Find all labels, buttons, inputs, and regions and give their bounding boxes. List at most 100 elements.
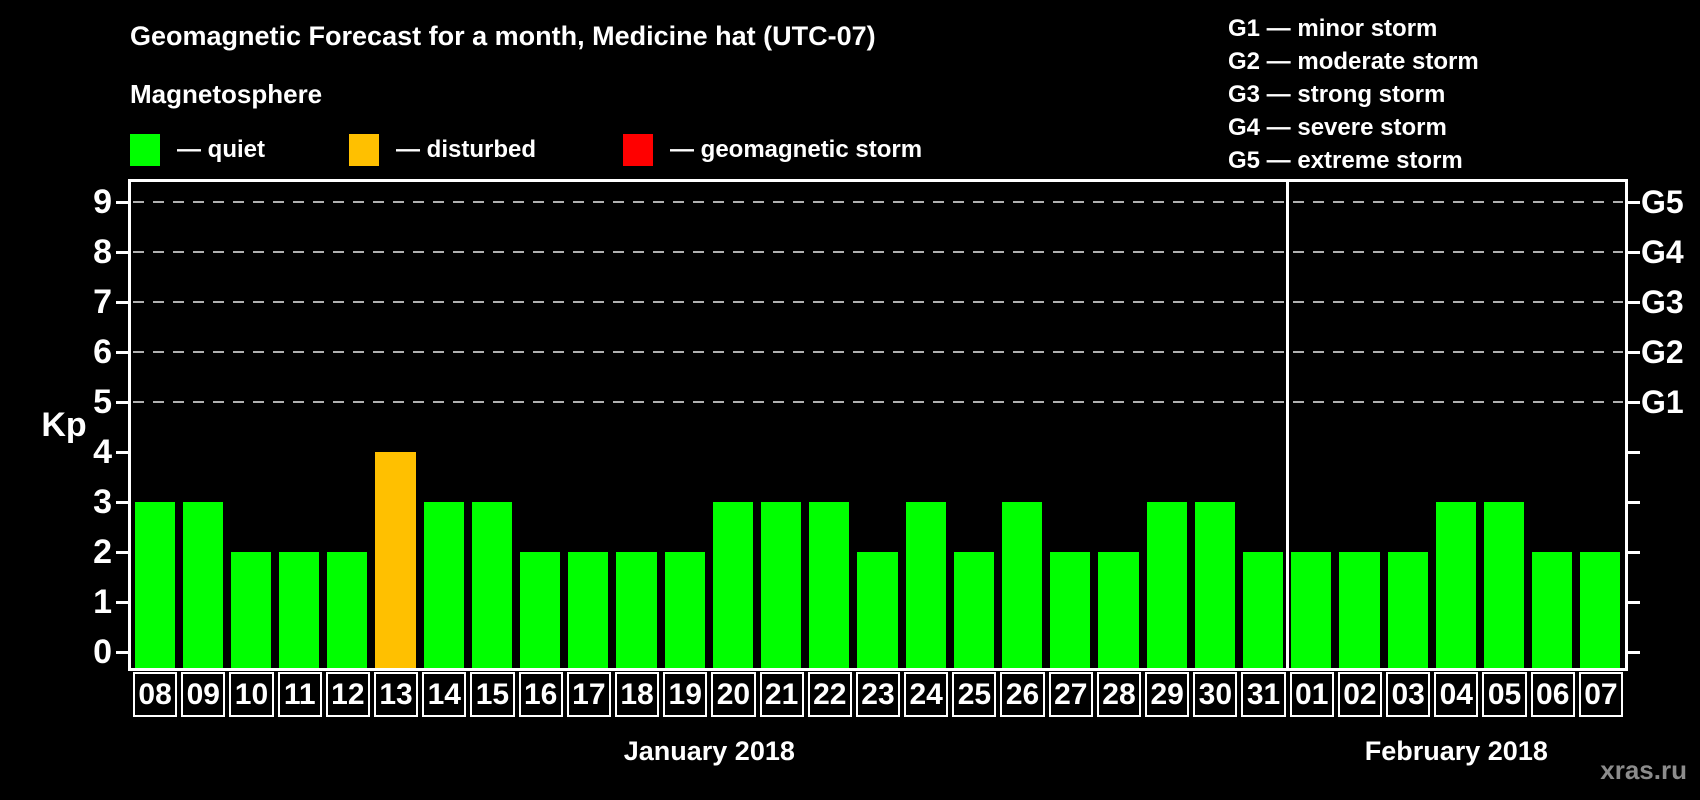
day-label: 12 xyxy=(325,672,370,717)
y-tick-right xyxy=(1628,401,1640,404)
y-tick xyxy=(116,551,128,554)
day-label: 23 xyxy=(855,672,901,717)
day-label: 03 xyxy=(1386,672,1431,717)
day-label: 09 xyxy=(181,672,226,717)
day-label: 08 xyxy=(133,672,178,717)
bar xyxy=(1483,502,1525,668)
g-axis-label: G5 xyxy=(1641,184,1684,220)
bar xyxy=(1387,552,1428,668)
y-tick xyxy=(116,301,128,304)
day-label: 14 xyxy=(422,672,467,717)
day-label: 19 xyxy=(663,672,708,717)
plot-border-right xyxy=(1625,179,1628,671)
magnetosphere-label: Magnetosphere xyxy=(130,79,323,109)
day-label: 20 xyxy=(711,672,756,717)
day-label: 30 xyxy=(1193,672,1238,717)
bar xyxy=(1339,552,1380,668)
plot-border-top xyxy=(128,179,1628,182)
plot-border-bottom xyxy=(128,668,1628,671)
bar xyxy=(905,502,946,668)
bar xyxy=(1001,502,1043,668)
y-tick-right xyxy=(1628,501,1640,504)
y-tick-right xyxy=(1628,301,1640,304)
y-tick-label: 5 xyxy=(93,383,112,421)
bar xyxy=(1435,502,1476,668)
y-tick xyxy=(116,251,128,254)
y-tick-label: 8 xyxy=(93,233,112,271)
y-tick-right xyxy=(1628,651,1640,654)
legend-swatch-storm xyxy=(623,134,653,166)
y-tick-label: 3 xyxy=(93,483,112,521)
bar xyxy=(1146,502,1187,668)
day-label: 04 xyxy=(1434,672,1479,717)
bar xyxy=(568,552,609,668)
y-tick-right xyxy=(1628,551,1640,554)
day-label: 25 xyxy=(952,672,997,717)
day-label: 07 xyxy=(1578,672,1623,717)
y-tick xyxy=(116,651,128,654)
day-label: 28 xyxy=(1096,672,1142,717)
bar xyxy=(327,552,368,668)
day-label: 18 xyxy=(614,672,660,717)
y-tick xyxy=(116,351,128,354)
g-legend-line: G2 — moderate storm xyxy=(1228,48,1479,75)
day-label: 06 xyxy=(1530,672,1575,717)
legend-swatch-disturbed xyxy=(349,134,379,166)
watermark: xras.ru xyxy=(1600,755,1687,785)
bar xyxy=(1242,552,1284,668)
month-separator xyxy=(1286,182,1290,668)
plot-border-left xyxy=(128,179,131,671)
y-axis-title: Kp xyxy=(41,406,87,444)
grid-line xyxy=(133,301,1623,303)
bar xyxy=(520,552,561,668)
bar xyxy=(134,502,175,668)
day-label: 31 xyxy=(1241,672,1286,717)
bar xyxy=(1291,552,1332,668)
y-tick-label: 1 xyxy=(93,583,112,621)
day-label: 13 xyxy=(373,672,419,717)
g-scale-legend: G1 — minor storm G2 — moderate storm G3 — … xyxy=(1228,12,1479,177)
bar xyxy=(230,552,272,668)
y-tick-right xyxy=(1628,201,1640,204)
bar xyxy=(664,552,705,668)
day-label: 24 xyxy=(904,672,949,717)
y-tick-right xyxy=(1628,351,1640,354)
day-label: 01 xyxy=(1289,672,1334,717)
g-legend-line: G1 — minor storm xyxy=(1228,15,1438,42)
bar xyxy=(857,552,898,668)
bar xyxy=(809,502,850,668)
y-tick-label: 7 xyxy=(93,283,112,321)
bar xyxy=(1050,552,1091,668)
g-axis-label: G1 xyxy=(1641,384,1684,420)
y-tick xyxy=(116,451,128,454)
y-tick-label: 2 xyxy=(93,533,112,571)
day-label: 17 xyxy=(566,672,611,717)
bar xyxy=(761,502,802,668)
month-label: February 2018 xyxy=(1364,736,1548,766)
day-label: 22 xyxy=(807,672,852,717)
y-tick-label: 0 xyxy=(93,633,112,671)
day-label: 21 xyxy=(759,672,804,717)
grid-line xyxy=(133,251,1623,253)
g-axis-label: G4 xyxy=(1641,234,1684,270)
grid-line xyxy=(133,401,1623,403)
chart-title: Geomagnetic Forecast for a month, Medici… xyxy=(130,21,876,51)
bar xyxy=(182,502,223,668)
y-tick-right xyxy=(1628,601,1640,604)
legend-label-disturbed: — disturbed xyxy=(396,136,537,163)
day-label: 29 xyxy=(1145,672,1190,717)
day-label: 05 xyxy=(1482,672,1527,717)
bar xyxy=(471,502,513,668)
bar xyxy=(953,552,994,668)
bar xyxy=(375,452,416,668)
y-tick-right xyxy=(1628,451,1640,454)
day-label: 26 xyxy=(1000,672,1045,717)
day-label: 27 xyxy=(1048,672,1093,717)
legend-label-storm: — geomagnetic storm xyxy=(670,136,923,163)
bar xyxy=(423,502,464,668)
legend-label-quiet: — quiet xyxy=(177,136,265,163)
day-label: 16 xyxy=(518,672,563,717)
y-tick xyxy=(116,601,128,604)
g-axis-label: G2 xyxy=(1641,334,1684,370)
y-tick-label: 6 xyxy=(93,333,112,371)
